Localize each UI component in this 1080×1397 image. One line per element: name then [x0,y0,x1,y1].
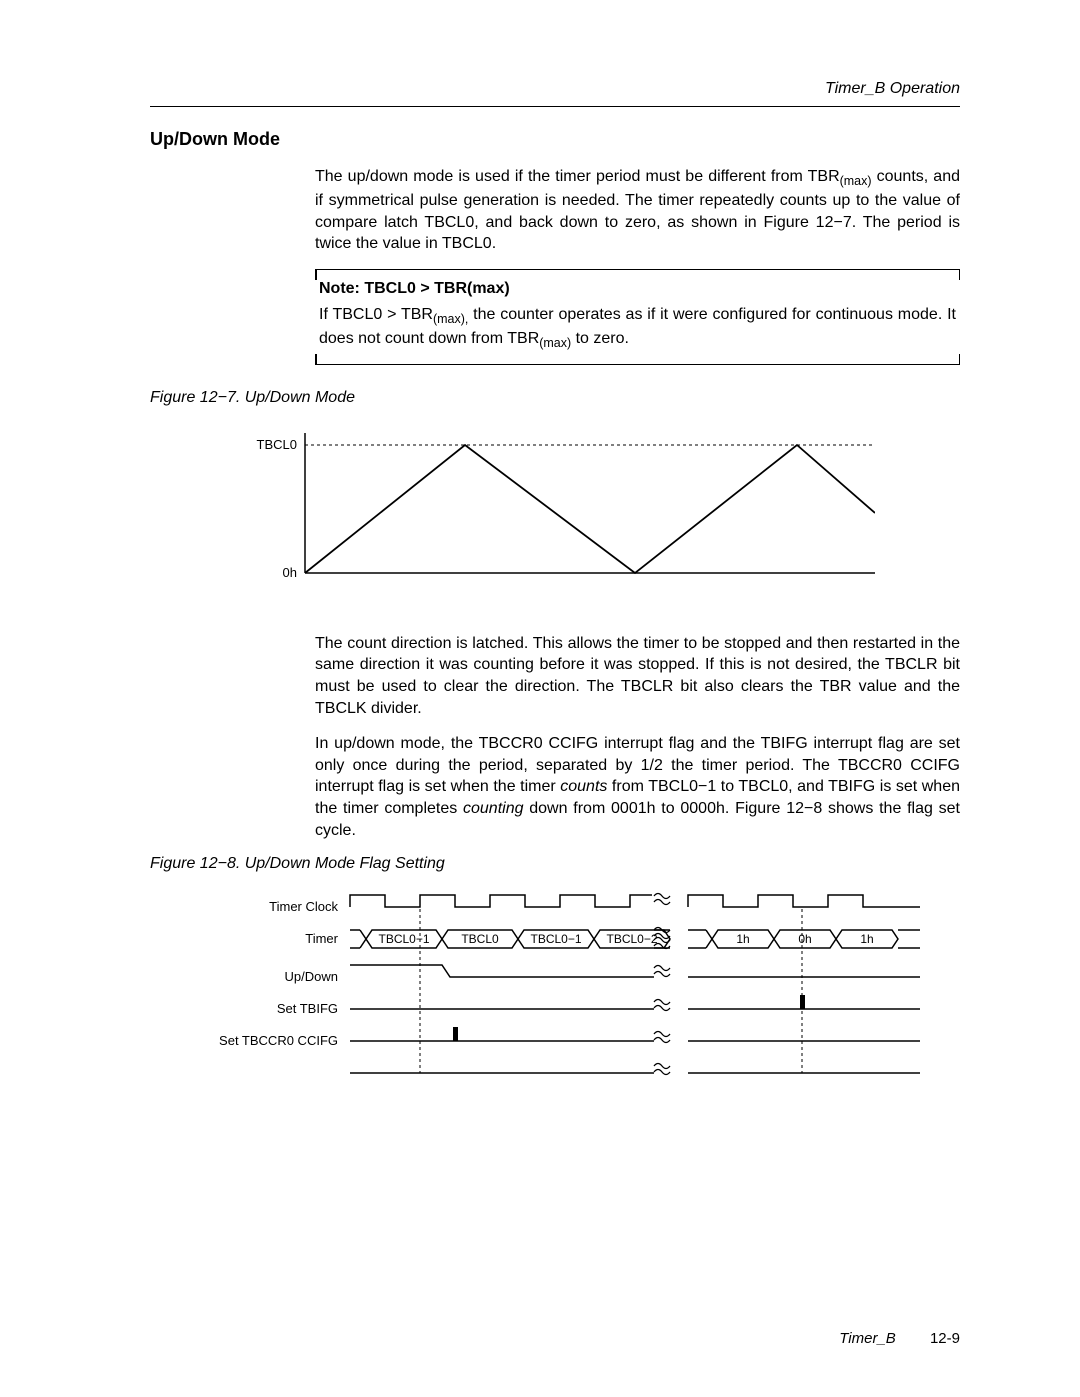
svg-text:Timer: Timer [305,931,338,946]
footer-chapter: Timer_B [839,1330,896,1347]
page-footer: Timer_B 12-9 [839,1330,960,1347]
para-3: In up/down mode, the TBCCR0 CCIFG interr… [315,733,960,841]
section-title: Up/Down Mode [150,129,960,150]
note-box: Note: TBCL0 > TBR(max) If TBCL0 > TBR(ma… [315,269,960,365]
svg-text:TBCL0−2: TBCL0−2 [606,932,657,946]
svg-text:TBCL0−1: TBCL0−1 [378,932,429,946]
svg-text:0h: 0h [798,932,811,946]
para-2: The count direction is latched. This all… [315,633,960,719]
svg-text:Set TBCCR0 CCIFG: Set TBCCR0 CCIFG [219,1033,338,1048]
header-rule [150,106,960,107]
svg-text:TBCL0−1: TBCL0−1 [530,932,581,946]
svg-text:0h: 0h [283,565,297,580]
svg-text:1h: 1h [736,932,749,946]
svg-text:TBCL0: TBCL0 [461,932,499,946]
svg-text:1h: 1h [860,932,873,946]
svg-text:Timer Clock: Timer Clock [269,899,338,914]
header-operation: Timer_B Operation [150,80,960,98]
svg-text:Up/Down: Up/Down [285,969,338,984]
fig2-caption: Figure 12−8. Up/Down Mode Flag Setting [150,855,960,873]
svg-text:Set TBIFG: Set TBIFG [277,1001,338,1016]
note-title: Note: TBCL0 > TBR(max) [319,280,956,298]
fig1-caption: Figure 12−7. Up/Down Mode [150,389,960,407]
fig2-chart: Timer Clock Timer Up/Down Set TBIFG Set TBCC… [210,889,930,1099]
footer-page: 12-9 [930,1330,960,1347]
note-body: If TBCL0 > TBR(max), the counter operate… [319,304,956,352]
para-1: The up/down mode is used if the timer pe… [315,166,960,255]
fig1-chart: TBCL0 0h [235,423,875,593]
svg-text:TBCL0: TBCL0 [257,437,297,452]
